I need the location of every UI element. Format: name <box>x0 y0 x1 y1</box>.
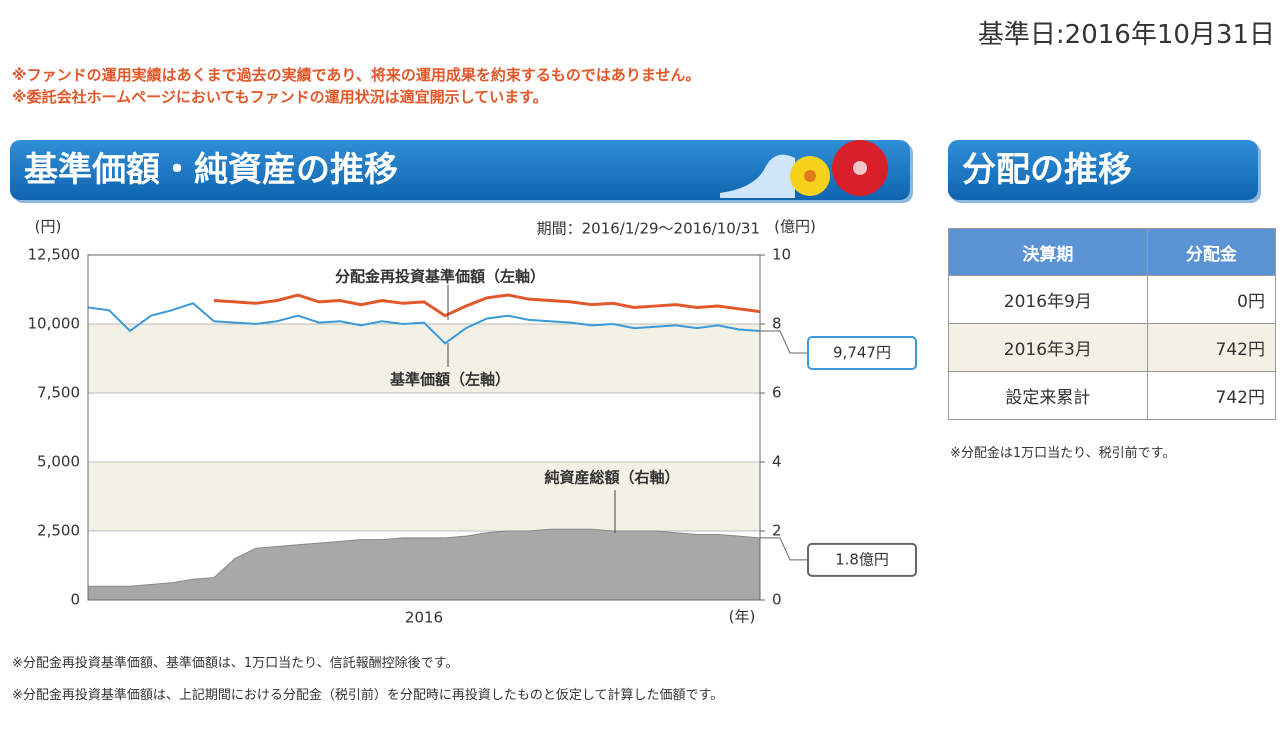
y-tick-label: 10,000 <box>28 315 81 333</box>
table-cell: 742円 <box>1147 324 1275 372</box>
disclaimer: ※委託会社ホームページにおいてもファンドの運用状況は適宜開示しています。 <box>12 86 548 107</box>
callout-leader <box>760 331 808 353</box>
y-tick-label: 0 <box>70 591 80 609</box>
table-header: 分配金 <box>1147 229 1275 276</box>
y2-tick-label: 8 <box>772 315 782 333</box>
base-date: 基準日:2016年10月31日 <box>978 14 1275 51</box>
plot-band <box>88 255 760 324</box>
footnote: ※分配金再投資基準価額は、上記期間における分配金（税引前）を分配時に再投資したも… <box>12 684 872 703</box>
y2-tick-label: 6 <box>772 384 782 402</box>
x-tick-label: 2016 <box>405 609 443 627</box>
series-annotation: 基準価額（左軸） <box>389 371 510 389</box>
period: 期間：2016/1/29～2016/10/31 <box>537 220 760 238</box>
y-unit: (円) <box>35 218 62 236</box>
section-title: 分配の推移 <box>948 140 1258 200</box>
callout-leader <box>760 538 808 560</box>
y-tick-label: 7,500 <box>37 384 80 402</box>
table-cell: 0円 <box>1147 276 1275 324</box>
table-cell: 2016年9月 <box>949 276 1148 324</box>
y-tick-label: 12,500 <box>28 246 81 264</box>
y2-tick-label: 2 <box>772 522 782 540</box>
page: 基準日:2016年10月31日 ※ファンドの運用実績はあくまで過去の実績であり、… <box>0 0 1287 729</box>
disclaimer: ※ファンドの運用実績はあくまで過去の実績であり、将来の運用成果を約束するものでは… <box>12 64 700 85</box>
table-cell: 設定来累計 <box>949 372 1148 420</box>
table-cell: 742円 <box>1147 372 1275 420</box>
series-annotation: 分配金再投資基準価額（左軸） <box>335 268 545 286</box>
y2-tick-label: 4 <box>772 453 782 471</box>
y2-tick-label: 10 <box>772 246 791 264</box>
chart: (円) (億円) 期間：2016/1/29～2016/10/31 (年) 0 2,… <box>0 215 940 635</box>
callout-label: 9,747円 <box>833 343 891 361</box>
plot-band <box>88 393 760 462</box>
table-note: ※分配金は1万口当たり、税引前です。 <box>950 442 1175 461</box>
y2-tick-label: 0 <box>772 591 782 609</box>
table-header: 決算期 <box>949 229 1148 276</box>
table-cell: 2016年3月 <box>949 324 1148 372</box>
y-tick-label: 2,500 <box>37 522 80 540</box>
callout-label: 1.8億円 <box>835 550 889 568</box>
x-unit: (年) <box>729 608 756 626</box>
y-tick-label: 5,000 <box>37 453 80 471</box>
y2-unit: (億円) <box>774 218 816 236</box>
flower-decoration <box>715 128 915 208</box>
footnote: ※分配金再投資基準価額、基準価額は、1万口当たり、信託報酬控除後です。 <box>12 652 458 671</box>
series-annotation: 純資産総額（右軸） <box>544 469 679 487</box>
